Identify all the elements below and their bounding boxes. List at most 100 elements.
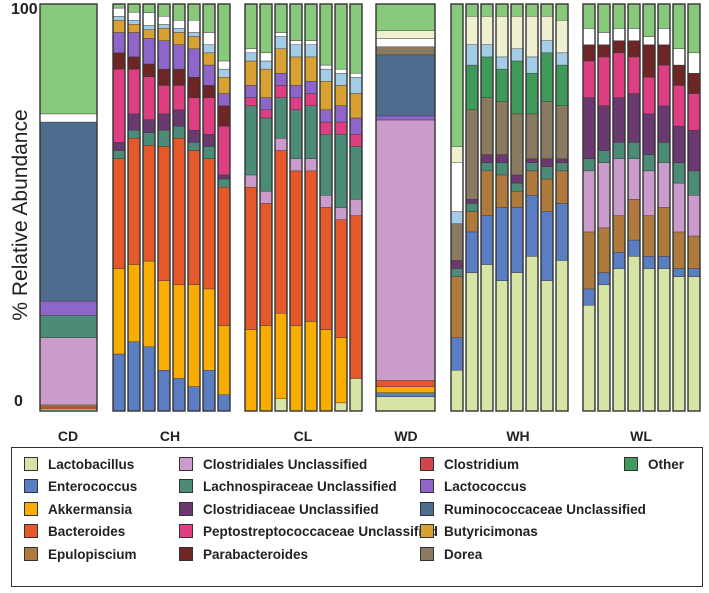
legend-item-epulopiscium: Epulopiscium: [24, 544, 137, 564]
bar-segment-peptostreptococcaceae-unclassified: [274, 85, 288, 98]
bar-segment-light-green: [480, 3, 494, 17]
bar-segment-lachnospiraceae-unclassified: [244, 105, 258, 176]
bar-segment-lactococcus: [217, 93, 231, 106]
bar-segment-clostridiales-unclassified: [244, 174, 258, 188]
bar-segment-parabacteroides: [112, 52, 126, 70]
bar-segment-light-green: [597, 3, 611, 33]
bar-segment-light-green: [627, 3, 641, 29]
bar-segment-lachnospiraceae-unclassified: [142, 132, 156, 146]
bar-segment-enterococcus: [450, 337, 464, 371]
bar-segment-ivory: [525, 16, 539, 58]
bar-segment-lachnospiraceae-unclassified: [157, 129, 171, 147]
bar-segment-light-blue: [349, 77, 363, 94]
bar-segment-akkermansia: [202, 288, 216, 371]
bar-segment-parabacteroides: [597, 44, 611, 58]
bar-segment-light-blue: [540, 40, 554, 54]
bar-outline: [510, 3, 524, 412]
bar-segment-white: [304, 40, 318, 45]
group-label-ch: CH: [160, 428, 180, 444]
bar-segment-epulopiscium: [540, 178, 554, 212]
bar-segment-clostridiales-unclassified: [319, 195, 333, 208]
bar-segment-bacteroides: [259, 203, 273, 326]
bar-segment-lactobacillus: [480, 264, 494, 412]
bar-segment-ivory: [540, 16, 554, 41]
bar-segment-lachnospiraceae-unclassified: [304, 105, 318, 159]
bar-segment-akkermansia: [259, 325, 273, 412]
bar-segment-other: [555, 64, 569, 106]
bar-segment-light-blue: [202, 44, 216, 54]
bar-segment-other: [480, 56, 494, 98]
bar-segment-clostridiales-unclassified: [274, 138, 288, 151]
bar-segment-akkermansia: [157, 280, 171, 371]
bar-segment-peptostreptococcaceae-unclassified: [142, 76, 156, 120]
bar-segment-light-blue: [217, 68, 231, 78]
bar-segment-lachnospiraceae-unclassified: [465, 203, 479, 212]
bar-segment-lactococcus: [112, 32, 126, 54]
bar-segment-enterococcus: [157, 370, 171, 412]
bar-segment-clostridiales-unclassified: [627, 158, 641, 200]
bar-segment-peptostreptococcaceae-unclassified: [217, 125, 231, 176]
bar-outline: [187, 3, 201, 412]
bar-segment-clostridiaceae-unclassified: [510, 174, 524, 184]
bar-segment-lachnospiraceae-unclassified: [597, 150, 611, 163]
bar-outline: [349, 3, 363, 412]
bar-segment-clostridiales-unclassified: [289, 158, 303, 172]
bar-segment-light-blue: [142, 25, 156, 30]
bar-segment-butyricimonas: [187, 36, 201, 49]
bar-segment-white: [127, 11, 141, 21]
bar-segment-epulopiscium: [582, 231, 596, 290]
bar-outline: [687, 3, 701, 412]
bar-segment-lachnospiraceae-unclassified: [187, 142, 201, 151]
bar-segment-dorea: [525, 113, 539, 159]
bar-segment-clostridiaceae-unclassified: [127, 113, 141, 131]
bar-segment-lactococcus: [187, 48, 201, 78]
bar-segment-white: [172, 20, 186, 29]
legend-label: Clostridiaceae Unclassified: [203, 501, 379, 517]
bar-segment-light-blue: [510, 48, 524, 62]
legend-item-parabacteroides: Parabacteroides: [179, 544, 308, 564]
bar-segment-enterococcus: [597, 272, 611, 286]
bar-segment-parabacteroides: [142, 63, 156, 78]
bar-segment-light-blue: [495, 56, 509, 70]
legend-swatch: [179, 457, 193, 471]
legend: Lactobacillus Enterococcus Akkermansia B…: [11, 447, 703, 587]
legend-swatch: [420, 479, 434, 493]
bar-segment-light-blue: [555, 52, 569, 66]
bar-segment-clostridiaceae-unclassified: [112, 142, 126, 151]
bar-segment-lactobacillus: [334, 402, 348, 412]
bar-segment-clostridiaceae-unclassified: [582, 97, 596, 159]
bar-segment-clostridiales-unclassified: [597, 162, 611, 229]
bar-segment-ivory: [510, 16, 524, 49]
bar-segment-peptostreptococcaceae-unclassified: [687, 93, 701, 131]
bar-segment-parabacteroides: [642, 44, 656, 78]
bar-segment-lachnospiraceae-unclassified: [259, 117, 273, 192]
bar-segment-light-green: [217, 3, 231, 62]
bar-outline: [274, 3, 288, 412]
legend-swatch: [420, 547, 434, 561]
bar-segment-butyricimonas: [289, 56, 303, 86]
bar-segment-lactococcus: [172, 44, 186, 70]
legend-label: Butyricimonas: [444, 523, 538, 539]
legend-item-bacteroides: Bacteroides: [24, 521, 125, 541]
bar-group-ch: [112, 3, 231, 412]
bar-segment-peptostreptococcaceae-unclassified: [172, 85, 186, 111]
bar-segment-clostridiaceae-unclassified: [672, 125, 686, 163]
bar-segment-light-green: [39, 3, 98, 115]
legend-swatch: [24, 479, 38, 493]
group-label-cl: CL: [294, 428, 313, 444]
bar-outline: [597, 3, 611, 412]
bar-segment-light-green: [187, 3, 201, 21]
bar-segment-lachnospiraceae-unclassified: [289, 109, 303, 159]
legend-item-enterococcus: Enterococcus: [24, 476, 137, 496]
bar-segment-white: [157, 16, 171, 25]
bar-segment-clostridiaceae-unclassified: [480, 154, 494, 163]
bar-segment-white: [112, 7, 126, 17]
bar-segment-bacteroides: [334, 219, 348, 338]
bar-segment-clostridiaceae-unclassified: [142, 119, 156, 133]
bar-segment-light-blue: [274, 36, 288, 49]
bar-segment-clostridiales-unclassified: [612, 158, 626, 216]
bar-segment-clostridiaceae-unclassified: [525, 158, 539, 163]
legend-swatch: [179, 547, 193, 561]
bar-segment-light-blue: [304, 44, 318, 58]
bar-segment-peptostreptococcaceae-unclassified: [202, 97, 216, 135]
